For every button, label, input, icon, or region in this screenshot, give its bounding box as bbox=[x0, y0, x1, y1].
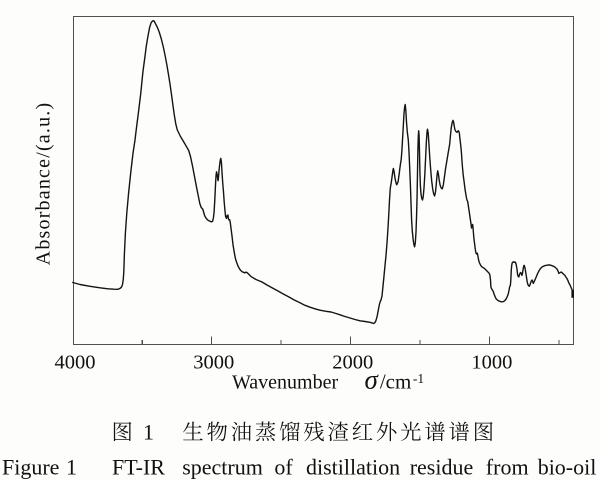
svg-text:3000: 3000 bbox=[193, 352, 234, 374]
svg-text:4000: 4000 bbox=[55, 352, 96, 374]
svg-text:FT-IR: FT-IR bbox=[112, 454, 165, 479]
svg-text:1: 1 bbox=[143, 420, 154, 445]
svg-text:Absorbance/(a.u.): Absorbance/(a.u.) bbox=[32, 102, 54, 266]
svg-text:residue: residue bbox=[410, 454, 474, 479]
svg-text:2000: 2000 bbox=[332, 352, 373, 374]
svg-text:spectrum: spectrum bbox=[182, 454, 263, 479]
svg-text:of: of bbox=[274, 454, 293, 479]
svg-text:1: 1 bbox=[66, 454, 77, 479]
svg-text:bio-oil: bio-oil bbox=[538, 454, 597, 479]
svg-text:Wavenumber: Wavenumber bbox=[232, 372, 338, 394]
svg-text:Figure: Figure bbox=[2, 454, 59, 479]
svg-text:1000: 1000 bbox=[471, 352, 512, 374]
svg-text:from: from bbox=[486, 454, 529, 479]
svg-text:distillation: distillation bbox=[306, 454, 400, 479]
svg-text:σ/cm-1: σ/cm -1 bbox=[365, 365, 425, 395]
